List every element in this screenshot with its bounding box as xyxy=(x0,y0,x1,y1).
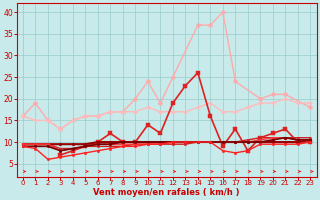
X-axis label: Vent moyen/en rafales ( km/h ): Vent moyen/en rafales ( km/h ) xyxy=(93,188,240,197)
